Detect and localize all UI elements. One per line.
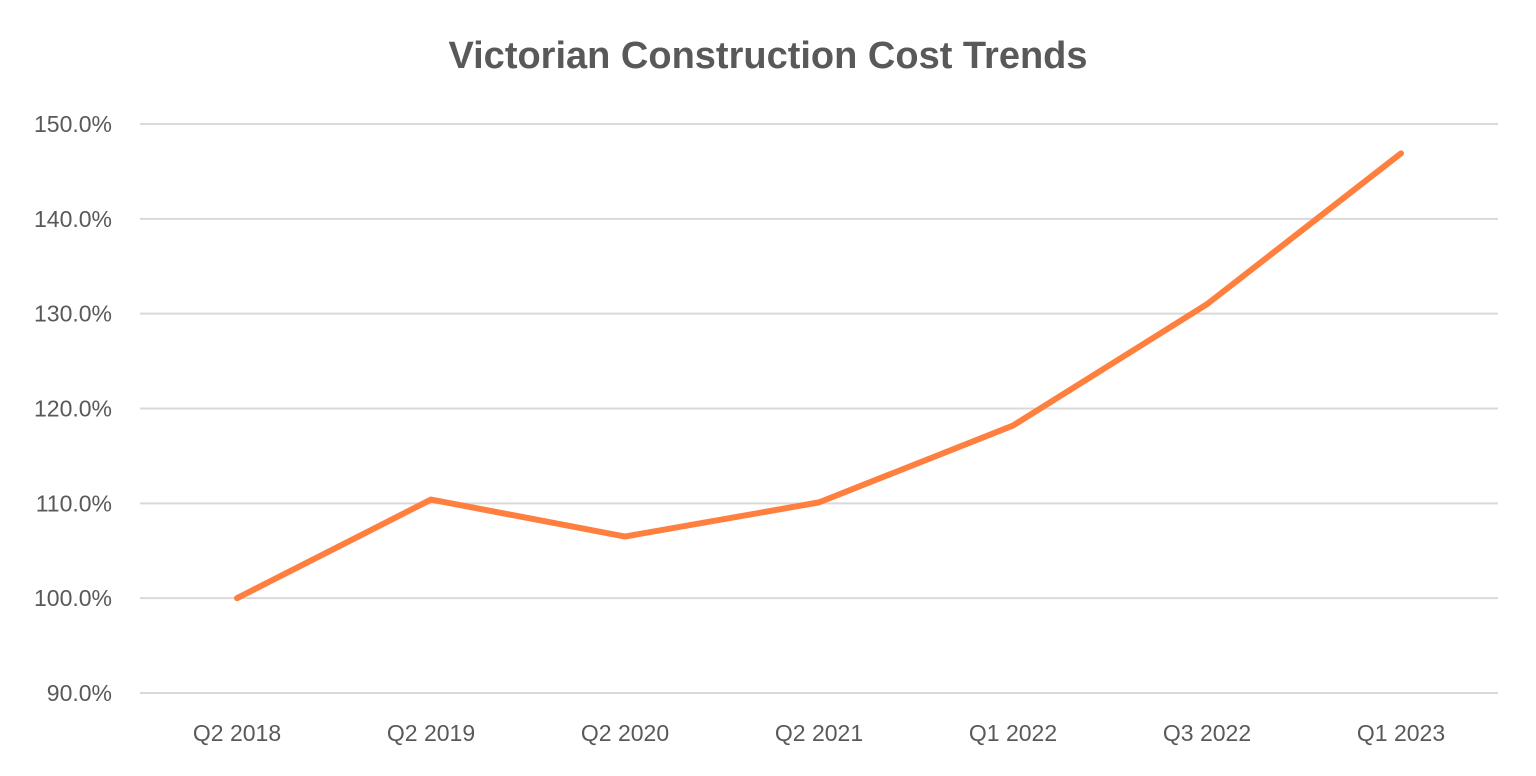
x-tick-label: Q1 2023 (1357, 720, 1445, 746)
y-tick-label: 140.0% (34, 206, 112, 232)
chart-title: Victorian Construction Cost Trends (448, 35, 1087, 77)
x-tick-label: Q2 2018 (193, 720, 281, 746)
x-tick-label: Q2 2019 (387, 720, 475, 746)
y-tick-label: 100.0% (34, 585, 112, 611)
x-tick-label: Q3 2022 (1163, 720, 1251, 746)
y-tick-label: 130.0% (34, 301, 112, 327)
y-tick-label: 120.0% (34, 396, 112, 422)
x-tick-label: Q2 2021 (775, 720, 863, 746)
y-tick-label: 110.0% (36, 490, 112, 516)
x-tick-label: Q2 2020 (581, 720, 669, 746)
x-tick-label: Q1 2022 (969, 720, 1057, 746)
y-tick-label: 90.0% (47, 680, 112, 706)
y-tick-label: 150.0% (34, 111, 112, 137)
series-line (234, 150, 1404, 602)
